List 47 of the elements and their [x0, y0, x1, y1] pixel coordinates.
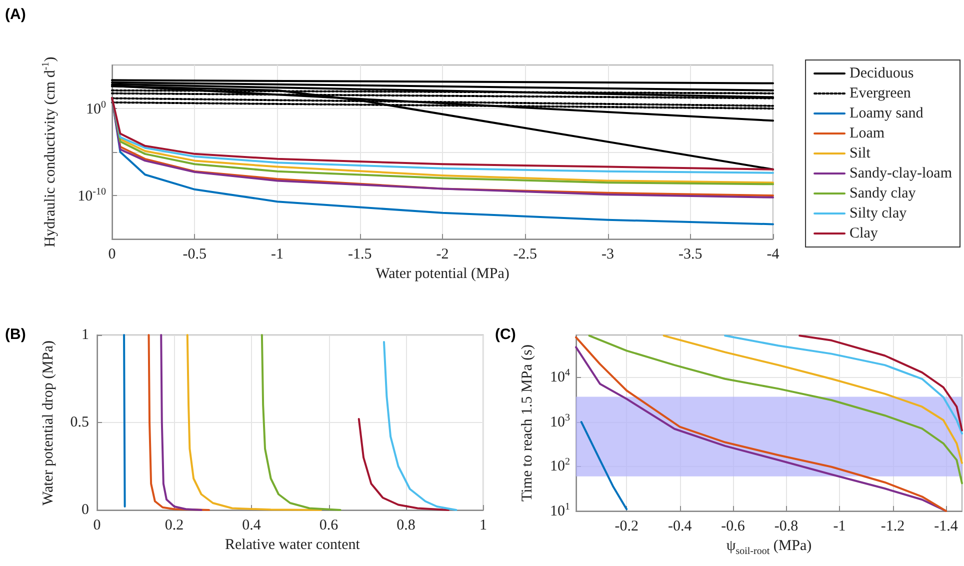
x-tick-label: -1 — [271, 246, 284, 262]
x-tick-label: -0.2 — [614, 518, 638, 534]
x-axis-title: Water potential (MPa) — [376, 266, 510, 282]
legend-label: Silt — [850, 146, 872, 162]
x-tick-label: -3 — [602, 246, 614, 262]
legend-label: Loamy sand — [850, 106, 924, 122]
x-tick-label: 0 — [108, 246, 116, 262]
chart-title: (B) — [5, 326, 26, 343]
y-tick-label: 10$^{2}$ — [550, 456, 570, 475]
y-tick-label: 10$^{3}$ — [550, 412, 570, 430]
legend-label: Evergreen — [850, 86, 912, 102]
x-tick-label: -2 — [436, 246, 449, 262]
x-tick-label: 1 — [480, 518, 487, 534]
x-axis-title: ψ$_{soil-root}$ (MPa) — [726, 538, 812, 557]
chart-title: (C) — [495, 326, 516, 343]
x-tick-label: 0.8 — [396, 518, 416, 534]
x-tick-label: -2.5 — [513, 246, 537, 262]
legend-label: Silty clay — [850, 206, 908, 222]
x-tick-label: -0.5 — [182, 246, 206, 262]
y-tick-label: 10$^{4}$ — [550, 368, 570, 386]
x-tick-label: -0.4 — [668, 518, 692, 534]
legend-label: Clay — [850, 226, 878, 242]
legend-label: Loam — [850, 126, 885, 142]
y-tick-label: 1 — [82, 327, 89, 343]
x-tick-label: -3.5 — [678, 246, 702, 262]
x-tick-label: -0.6 — [721, 518, 746, 534]
chart-title: (A) — [5, 6, 26, 23]
x-tick-label: -4 — [766, 246, 780, 262]
y-axis-title: Time to reach 1.5 MPa (s) — [520, 344, 536, 502]
y-tick-label: 0 — [82, 502, 89, 518]
y-tick-label: 10$^{0}$ — [86, 99, 106, 117]
x-tick-label: 0.2 — [164, 518, 184, 534]
legend-label: Sandy-clay-loam — [850, 166, 952, 182]
y-tick-label: 10$^{1}$ — [550, 502, 570, 520]
x-tick-label: -0.8 — [774, 518, 798, 534]
x-tick-label: -1.5 — [348, 246, 372, 262]
y-tick-label: 0.5 — [70, 414, 89, 430]
legend-label: Deciduous — [850, 66, 914, 82]
y-tick-label: 10$^{-10}$ — [78, 186, 106, 204]
x-tick-label: -1 — [833, 518, 846, 534]
x-tick-label: 0.6 — [319, 518, 339, 534]
x-tick-label: -1.4 — [934, 518, 958, 534]
x-tick-label: 0.4 — [242, 518, 262, 534]
legend-label: Sandy clay — [850, 186, 916, 202]
y-axis-title: Water potential drop (MPa) — [40, 340, 56, 505]
x-axis-title: Relative water content — [225, 537, 360, 553]
x-tick-label: -1.2 — [880, 518, 905, 534]
